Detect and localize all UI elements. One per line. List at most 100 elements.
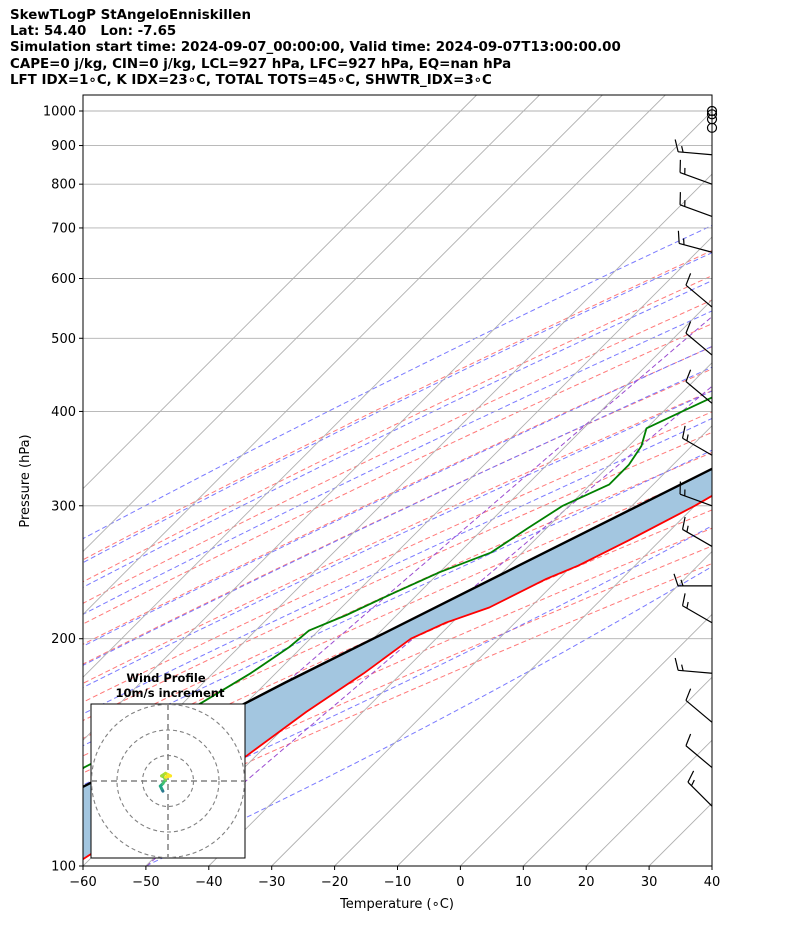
barb-full-flag (685, 321, 692, 334)
calm-wind-circle (706, 109, 718, 120)
isotherm (83, 95, 540, 553)
calm-wind-circle (706, 122, 718, 133)
x-tick-label: 10 (515, 875, 532, 890)
wind-profile-inset: Wind Profile 10m/s increment (90, 671, 246, 859)
x-tick-label: −10 (384, 875, 411, 890)
y-tick-label: 1000 (43, 104, 76, 119)
barb-staff (685, 699, 713, 723)
x-tick-label: −40 (195, 875, 222, 890)
inset-title: Wind Profile (126, 671, 206, 685)
inset-subtitle: 10m/s increment (116, 686, 225, 700)
isotherm (145, 299, 712, 866)
x-tick-label: −20 (321, 875, 348, 890)
barb-half-flag (686, 525, 689, 533)
barb-half-flag (686, 434, 689, 441)
y-tick-label: 600 (51, 272, 76, 287)
barb-full-flag (681, 516, 686, 530)
isotherm (83, 95, 603, 616)
wind-barb (681, 516, 713, 547)
x-tick-label: 0 (456, 875, 464, 890)
barb-staff (685, 332, 713, 356)
barb-full-flag (681, 425, 686, 439)
axes: −60 −50 −40 −30 −20 −10 0 10 20 30 40 100 200 300 400 5… (43, 104, 720, 890)
parcel-line (83, 467, 712, 789)
barb-staff (682, 437, 713, 456)
barb-staff (685, 745, 713, 769)
barb-full-flag (673, 573, 679, 587)
barb-full-flag (685, 369, 692, 382)
dry-adiabat (83, 299, 712, 604)
location-line: Lat: 54.40 Lon: -7.65 (10, 24, 177, 40)
wind-barb (681, 425, 713, 456)
dry-adiabat (83, 527, 712, 807)
indices-line-1: CAPE=0 j/kg, CIN=0 j/kg, LCL=927 hPa, LF… (10, 56, 512, 72)
wind-barb (673, 573, 712, 587)
dry-adiabat (83, 509, 712, 791)
mixing-ratio-line (83, 315, 712, 860)
moist-adiabat (83, 345, 712, 647)
wind-barb (674, 657, 713, 674)
y-tick-label: 700 (51, 221, 76, 236)
isotherm (460, 613, 712, 866)
hodograph-segment (163, 774, 173, 779)
barb-half-flag (686, 601, 689, 609)
barb-staff (679, 493, 713, 507)
wind-barb (685, 273, 713, 308)
barb-full-flag (687, 770, 695, 783)
dry-adiabat (83, 249, 712, 561)
barb-full-flag (685, 733, 692, 746)
y-tick-label: 800 (51, 178, 76, 193)
wind-barb (685, 688, 713, 723)
barb-staff (685, 381, 713, 404)
mixing-ratio-line (146, 385, 712, 866)
moist-adiabat (83, 390, 712, 689)
wind-barb (681, 593, 713, 624)
wind-barb (679, 159, 713, 185)
x-tick-label: 40 (704, 875, 721, 890)
moist-adiabat (83, 366, 712, 666)
moist-adiabat (83, 224, 712, 540)
dry-adiabat (83, 346, 712, 645)
wind-barb (679, 192, 713, 218)
dry-adiabat (83, 545, 712, 823)
barb-staff (685, 284, 713, 308)
barb-half-flag (681, 145, 684, 153)
cape-shading (83, 468, 712, 860)
indices-line-2: LFT IDX=1∘C, K IDX=23∘C, TOTAL TOTS=45∘C… (10, 72, 492, 88)
barb-staff (679, 204, 713, 218)
dry-adiabat (83, 451, 712, 739)
barb-full-flag (677, 230, 680, 244)
isotherm (83, 95, 666, 678)
barb-full-flag (681, 593, 686, 606)
data-series (83, 396, 712, 861)
wind-barb (679, 481, 713, 507)
dry-adiabat (83, 323, 712, 625)
wind-barb (685, 369, 713, 404)
barb-half-flag (681, 664, 684, 671)
dry-adiabat (83, 368, 712, 665)
x-tick-label: −60 (69, 875, 96, 890)
x-tick-label: −50 (132, 875, 159, 890)
y-tick-label: 400 (51, 405, 76, 420)
x-tick-label: 30 (641, 875, 658, 890)
x-axis-label: Temperature (∘C) (339, 897, 454, 912)
wind-barb (674, 139, 713, 156)
x-tick-label: 20 (578, 875, 595, 890)
wind-barb (685, 321, 713, 356)
barb-half-flag (690, 779, 695, 786)
wind-barbs (673, 105, 718, 807)
moist-adiabat (83, 310, 712, 615)
isotherm (208, 362, 712, 866)
barb-staff (678, 669, 713, 674)
isotherm (522, 676, 712, 866)
barb-staff (679, 171, 713, 185)
barb-staff (682, 528, 713, 547)
barb-staff (687, 781, 713, 807)
isotherm (271, 425, 712, 866)
y-tick-label: 200 (51, 632, 76, 647)
isotherm (83, 95, 477, 490)
isotherm (397, 550, 712, 866)
chart-header: SkewTLogP StAngeloEnniskillen Lat: 54.40… (10, 8, 621, 89)
barb-staff (679, 242, 713, 253)
